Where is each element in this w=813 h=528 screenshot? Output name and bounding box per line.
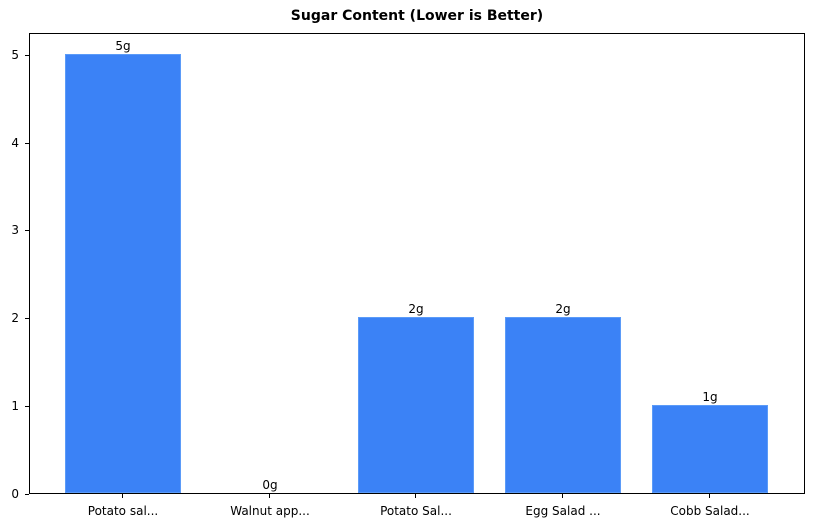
y-tick: 0 — [0, 487, 29, 508]
plot-area: 5g 0g 2g 2g 1g — [29, 33, 805, 494]
y-tick: 5 — [0, 48, 29, 69]
bar-value-label: 2g — [555, 302, 571, 316]
y-tick: 1 — [0, 399, 29, 420]
bar-value-label: 5g — [115, 39, 131, 53]
bar-value-label: 2g — [408, 302, 424, 316]
bar-potato-salad-1 — [65, 54, 181, 493]
bar-value-label: 1g — [702, 390, 718, 404]
y-tick: 4 — [0, 136, 29, 157]
bar-potato-salad-2 — [358, 317, 474, 493]
bar-egg-salad — [505, 317, 621, 493]
chart-title: Sugar Content (Lower is Better) — [290, 8, 544, 24]
bar-value-label: 0g — [262, 478, 278, 492]
bar-cobb-salad — [652, 405, 768, 493]
y-tick: 3 — [0, 223, 29, 244]
y-tick: 2 — [0, 311, 29, 332]
